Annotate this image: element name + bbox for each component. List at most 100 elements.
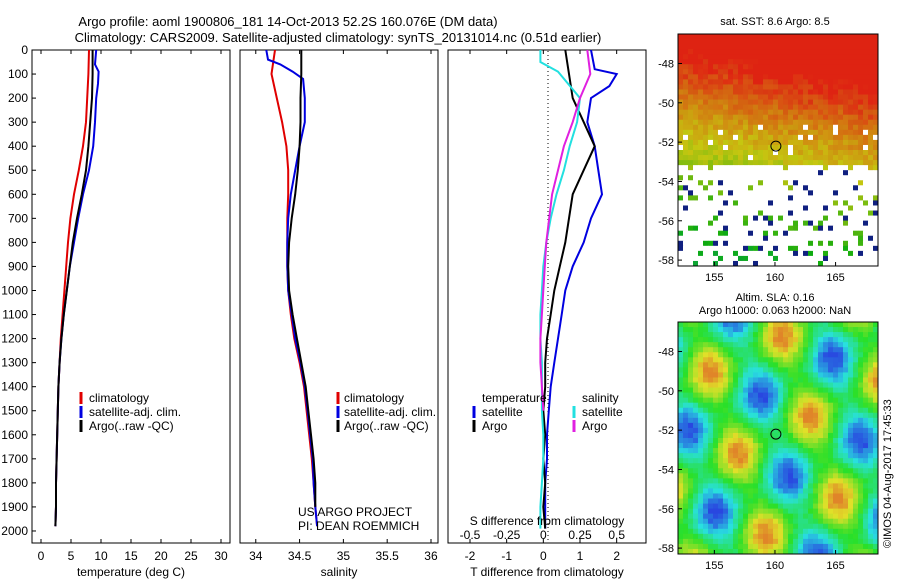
map-cell — [763, 402, 769, 409]
temperature-legend-climatology: climatology — [89, 391, 149, 405]
map-cell — [768, 498, 774, 504]
map-cell — [793, 99, 799, 106]
map-cell — [828, 210, 834, 216]
map-cell — [873, 432, 879, 439]
map-cell — [758, 402, 764, 409]
map-cell — [778, 488, 784, 494]
map-cell — [828, 155, 834, 161]
map-cell — [703, 468, 709, 474]
map-cell — [748, 104, 754, 111]
map-cell — [708, 64, 714, 70]
map-cell — [718, 69, 724, 75]
map-cell — [823, 190, 829, 196]
map-cell — [693, 139, 699, 146]
map-cell — [873, 245, 879, 252]
map-cell — [838, 397, 844, 404]
map-cell — [683, 523, 689, 530]
map-cell — [728, 185, 734, 191]
map-cell — [833, 104, 839, 111]
s-tick-label: 0.25 — [568, 528, 592, 542]
map-cell — [708, 528, 714, 535]
map-cell — [693, 74, 699, 80]
map-cell — [688, 367, 694, 373]
map-cell — [863, 518, 869, 525]
map-cell — [738, 427, 744, 434]
map-cell — [788, 432, 794, 439]
map-cell — [813, 448, 819, 454]
map-cell — [778, 64, 784, 70]
map-cell — [868, 342, 874, 348]
map-cell — [808, 124, 814, 131]
map-cell — [818, 139, 824, 146]
map-cell — [768, 210, 774, 216]
map-cell — [768, 412, 774, 419]
map-cell — [783, 114, 789, 121]
map-cell — [773, 144, 779, 151]
map-cell — [843, 195, 849, 201]
map-cell — [778, 412, 784, 419]
map-cell — [723, 508, 729, 515]
map-cell — [698, 185, 704, 191]
map-cell — [728, 139, 734, 146]
map-cell — [758, 543, 764, 550]
map-cell — [833, 160, 839, 166]
map-cell — [688, 215, 694, 222]
map-cell — [763, 89, 769, 95]
map-cell — [733, 503, 739, 510]
map-cell — [808, 190, 814, 196]
map-cell — [683, 533, 689, 540]
map-cell — [783, 407, 789, 414]
map-cell — [793, 69, 799, 75]
map-cell — [678, 498, 684, 504]
map-cell — [688, 210, 694, 216]
map-cell — [768, 74, 774, 80]
map-cell — [743, 528, 749, 535]
map-cell — [868, 99, 874, 106]
map-cell — [698, 528, 704, 535]
map-cell — [783, 498, 789, 504]
map-cell — [788, 367, 794, 373]
map-cell — [703, 438, 709, 444]
map-cell — [678, 109, 684, 116]
map-cell — [868, 518, 874, 525]
map-cell — [838, 463, 844, 469]
map-cell — [818, 387, 824, 394]
map-cell — [808, 235, 814, 242]
map-cell — [698, 39, 704, 45]
map-cell — [733, 407, 739, 414]
map-cell — [703, 488, 709, 494]
map-cell — [698, 170, 704, 176]
map-cell — [798, 39, 804, 45]
map-cell — [838, 327, 844, 333]
map-cell — [833, 463, 839, 469]
map-cell — [798, 215, 804, 222]
map-cell — [813, 513, 819, 520]
map-cell — [693, 150, 699, 156]
map-cell — [683, 427, 689, 434]
map-cell — [798, 235, 804, 242]
map-cell — [843, 407, 849, 414]
map-cell — [768, 34, 774, 40]
map-cell — [823, 427, 829, 434]
map-cell — [688, 165, 694, 171]
map-cell — [713, 468, 719, 474]
map-cell — [733, 225, 739, 232]
map-cell — [853, 443, 859, 449]
map-cell — [808, 503, 814, 510]
map-cell — [748, 215, 754, 222]
map-cell — [748, 513, 754, 520]
map-cell — [783, 387, 789, 394]
series-line-satellite-adj-clim- — [54, 49, 100, 527]
map-cell — [823, 195, 829, 201]
map-cell — [858, 473, 864, 479]
map-cell — [683, 160, 689, 166]
map-cell — [798, 180, 804, 186]
legend-title-salinity: salinity — [582, 391, 619, 405]
map-y-tick-label: -54 — [658, 176, 674, 188]
map-cell — [868, 412, 874, 419]
map-cell — [733, 99, 739, 106]
map-cell — [843, 352, 849, 358]
map-cell — [833, 397, 839, 404]
map-cell — [838, 94, 844, 100]
sst-map-frame — [677, 33, 879, 267]
